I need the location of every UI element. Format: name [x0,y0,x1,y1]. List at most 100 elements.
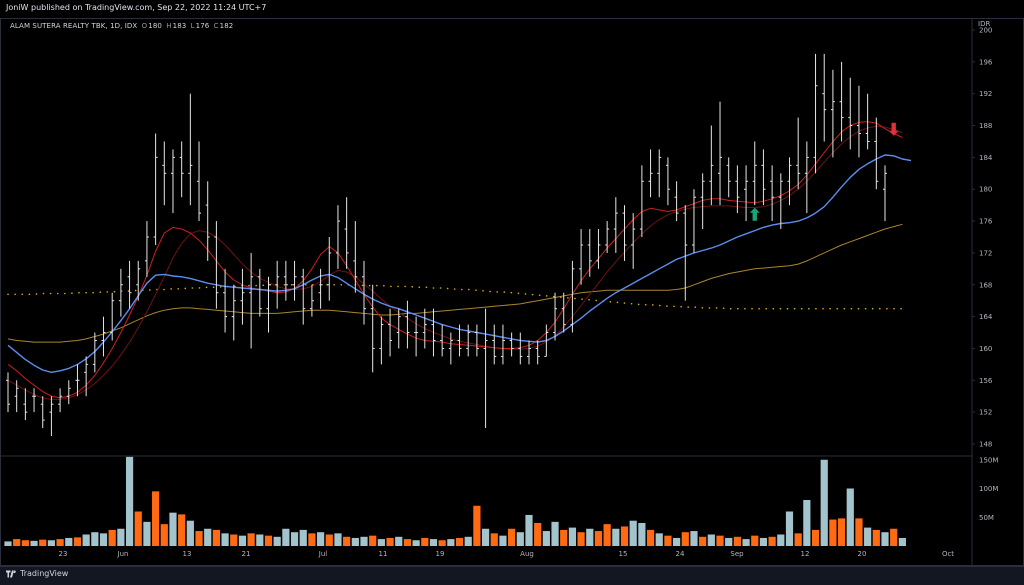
volume-bar [829,519,837,546]
time-tick-label: 13 [183,550,192,558]
ohlc-bar [23,388,28,421]
price-tick-label: 168 [979,281,992,289]
time-tick-label: Jul [318,550,328,558]
ohlc-bar [830,69,835,158]
volume-bar [699,536,707,546]
ohlc-bar [457,324,462,357]
volume-bar [395,536,403,546]
ohlc-bar [205,181,210,261]
price-tick-label: 180 [979,186,992,194]
ohlc-bar [500,324,505,365]
close-label: C [213,22,219,30]
time-tick-label: Aug [520,550,534,558]
price-tick-label: 192 [979,90,992,98]
volume-bar [30,540,38,546]
ohlc-bar [188,93,193,206]
volume-bar [56,539,64,546]
ohlc-bar [544,324,549,357]
volume-bar [629,520,637,546]
ohlc-bars [6,53,887,437]
volume-bar [846,488,854,546]
ohlc-bar [579,229,584,285]
ohlc-bar [674,181,679,222]
ohlc-bar [683,205,688,301]
price-tick-label: 160 [979,345,992,353]
ohlc-bar [396,308,401,349]
volume-bar [238,535,247,546]
volume-bar [143,521,151,546]
volume-bars [4,456,906,546]
volume-bar [99,533,108,546]
volume-bar [455,537,464,546]
volume-bar [898,537,906,546]
volume-bar [646,529,655,546]
price-tick-label: 152 [979,409,992,417]
ohlc-bar [735,165,740,214]
price-axis-ticks: 148 152 156 160 164 168 172 176 180 184 188 192 196 2… [972,27,993,449]
ohlc-bar [414,316,419,357]
moving-averages [7,121,912,400]
time-tick-label: 23 [59,550,68,558]
high-label: H [166,22,172,30]
volume-bar [803,500,811,546]
ohlc-bar [448,332,453,365]
ohlc-bar [778,173,783,230]
time-tick-label: 20 [858,550,867,558]
symbol-name: ALAM SUTERA REALTY TBK, 1D, IDX [10,22,138,30]
volume-bar [664,535,672,546]
volume-bar [481,528,490,546]
volume-bar [160,524,168,546]
ohlc-bar [49,396,54,437]
volume-bar [195,531,203,546]
ohlc-bar [587,229,592,277]
tradingview-logo-icon[interactable] [6,569,17,579]
ohlc-bar [657,149,662,198]
volume-bar [247,533,255,546]
ohlc-bar [570,260,575,333]
ohlc-bar [718,101,723,206]
volume-bar [751,535,759,546]
ohlc-bar [431,308,436,357]
currency-unit-label: IDR [978,20,991,28]
volume-bar [716,535,724,546]
ohlc-bar [605,221,610,253]
volume-bar [308,533,316,546]
ohlc-bar [518,332,523,365]
volume-bar [655,533,663,546]
volume-bar [351,537,359,546]
symbol-legend[interactable]: ALAM SUTERA REALTY TBK, 1D, IDX O180 H18… [10,22,233,30]
ohlc-bar [526,340,531,365]
volume-bar [264,535,273,546]
volume-bar [290,532,299,546]
volume-bar [204,528,212,546]
volume-bar [742,539,750,546]
footer-brand[interactable]: TradingView [20,569,69,578]
volume-bar [733,536,741,546]
ohlc-bar [639,165,644,237]
volume-bar [560,529,568,546]
ohlc-bar [144,221,149,277]
volume-bar [577,532,585,546]
volume-bar [282,528,290,546]
volume-tick-label: 50M [979,514,994,522]
ma-dark-red-line [7,125,903,400]
ohlc-bar [75,364,80,397]
volume-bar [837,518,846,546]
volume-bar [316,532,325,546]
time-tick-label: Sep [730,550,744,558]
ohlc-bar [848,77,853,150]
ohlc-bar [370,284,375,373]
ohlc-bar [796,117,801,190]
ohlc-bar [110,292,115,341]
volume-bar [429,539,438,546]
volume-bar [377,539,385,546]
ohlc-bar [865,93,870,150]
volume-bar [212,529,220,546]
volume-bar [108,529,116,546]
footer-bar [0,566,1024,585]
volume-bar [386,537,394,546]
ohlc-bar [596,229,601,269]
volume-bar [134,511,142,546]
ohlc-bar [422,308,427,349]
